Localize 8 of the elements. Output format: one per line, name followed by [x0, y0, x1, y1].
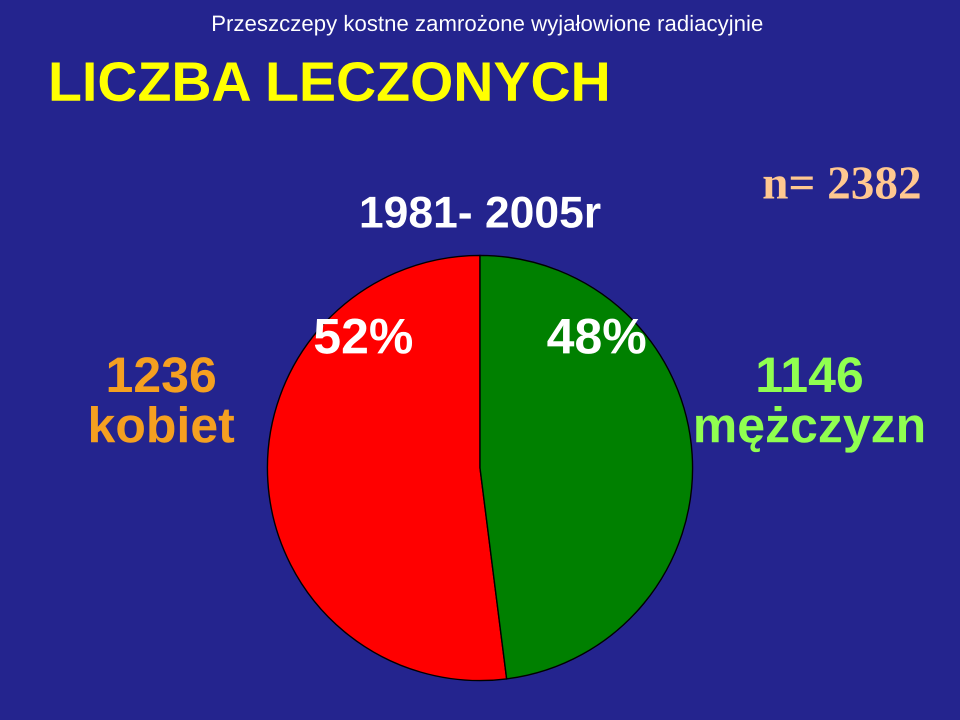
chart-subtitle: 1981- 2005r: [362, 196, 600, 228]
chart-title: LICZBA LECZONYCH: [52, 62, 607, 102]
text: Przeszczepy kostne zamrożone wyjałowione radiacyjnie: [213, 14, 762, 36]
data-label: 52%: [314, 318, 412, 354]
slice-label: 1146 mężczyzn: [696, 357, 924, 453]
data-label: 48%: [547, 318, 646, 354]
text: n= 2382: [763, 167, 920, 200]
slice-label: 1236 kobiet: [91, 357, 234, 443]
